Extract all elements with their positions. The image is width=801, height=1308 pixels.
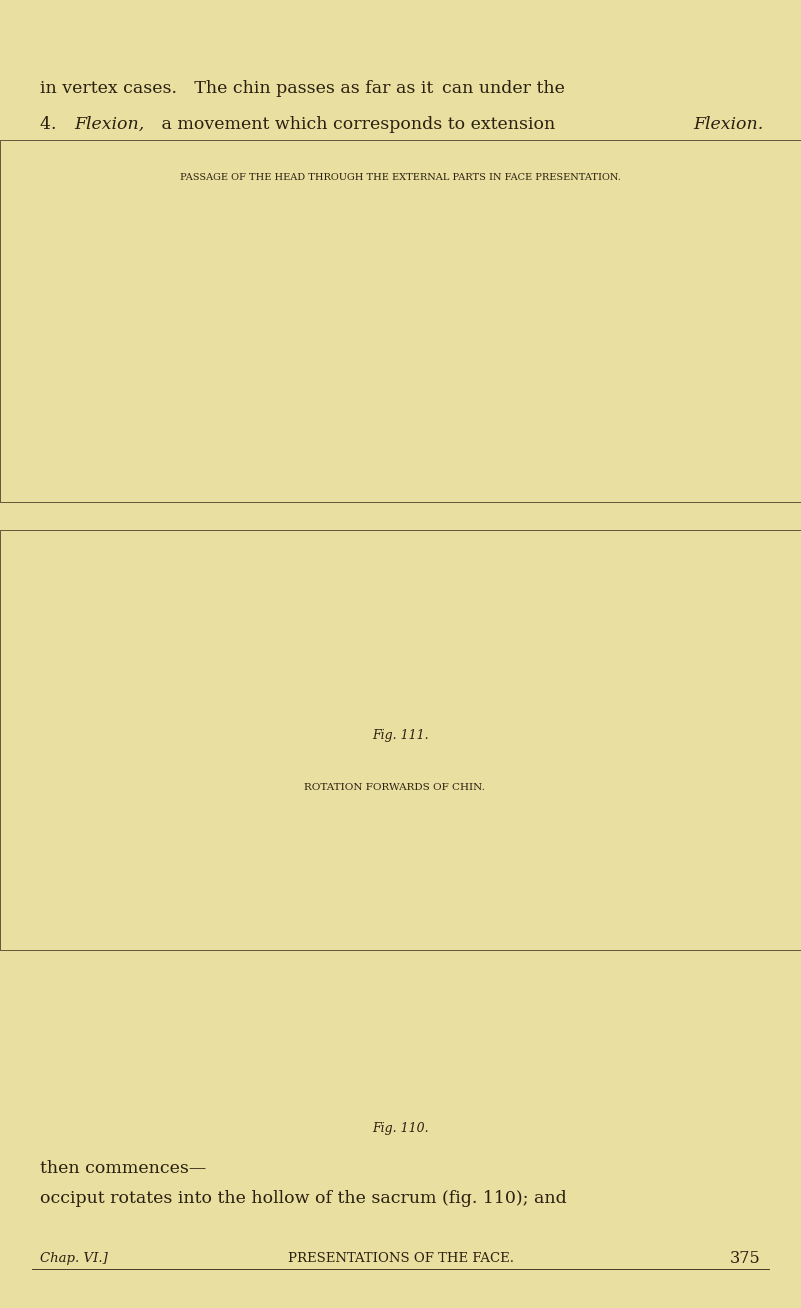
Text: Flexion,: Flexion, <box>74 116 145 132</box>
Text: Chap. VI.]: Chap. VI.] <box>40 1253 108 1265</box>
Text: occiput rotates into the hollow of the sacrum (fig. 110); and: occiput rotates into the hollow of the s… <box>40 1190 567 1206</box>
Text: then commences—: then commences— <box>40 1160 207 1176</box>
Text: PASSAGE OF THE HEAD THROUGH THE EXTERNAL PARTS IN FACE PRESENTATION.: PASSAGE OF THE HEAD THROUGH THE EXTERNAL… <box>180 174 621 182</box>
Text: 375: 375 <box>731 1250 761 1267</box>
Bar <box>0 140 801 502</box>
Text: Flexion.: Flexion. <box>693 116 763 132</box>
Text: Fig. 111.: Fig. 111. <box>372 729 429 742</box>
Text: 4.: 4. <box>40 116 74 132</box>
Text: PRESENTATIONS OF THE FACE.: PRESENTATIONS OF THE FACE. <box>288 1253 513 1265</box>
Text: a movement which corresponds to extension: a movement which corresponds to extensio… <box>156 116 555 132</box>
Text: in vertex cases. The chin passes as far as it can under the: in vertex cases. The chin passes as far … <box>40 81 565 97</box>
Text: ROTATION FORWARDS OF CHIN.: ROTATION FORWARDS OF CHIN. <box>304 783 485 791</box>
Text: Fig. 110.: Fig. 110. <box>372 1122 429 1135</box>
Bar <box>0 530 801 950</box>
